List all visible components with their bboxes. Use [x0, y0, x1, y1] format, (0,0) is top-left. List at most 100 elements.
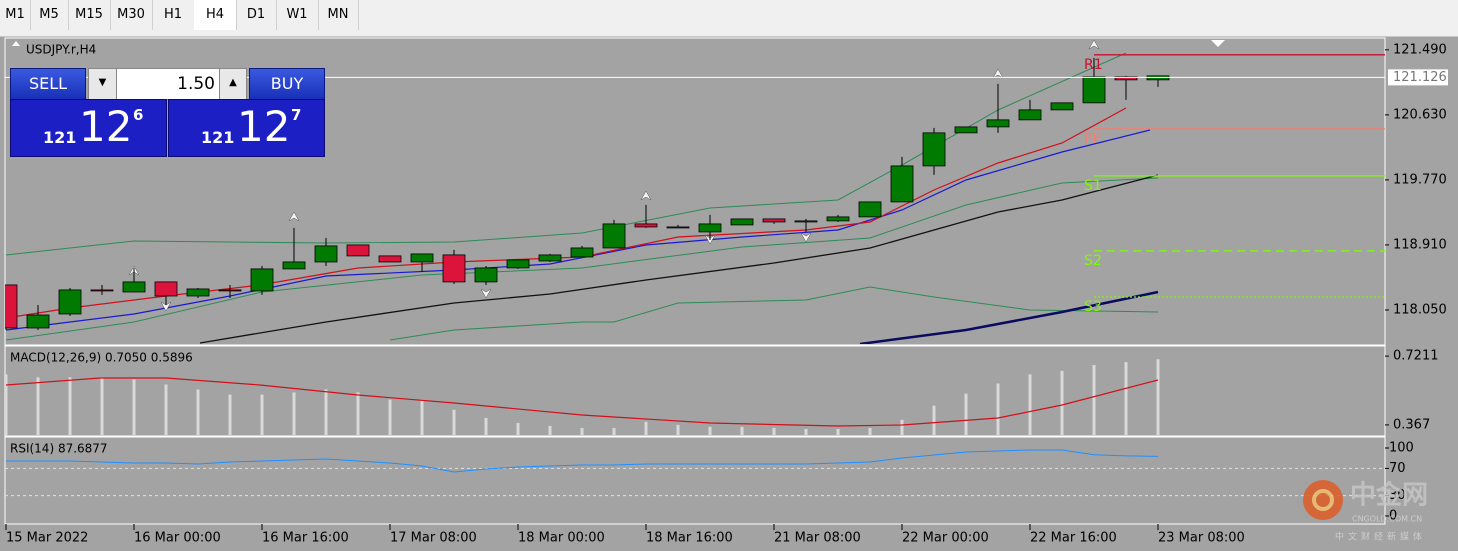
candle-body — [90, 289, 114, 292]
macd-bar — [324, 389, 328, 435]
macd-bar — [612, 428, 616, 435]
macd-bar — [1156, 359, 1160, 435]
macd-bar — [5, 374, 8, 435]
bid-small: 6 — [133, 106, 144, 124]
macd-bar — [36, 377, 40, 435]
y-tick-label: 100 — [1389, 441, 1414, 456]
macd-bar — [580, 428, 584, 435]
current-price-label: 121.126 — [1393, 70, 1447, 85]
current-price-box — [1388, 69, 1448, 86]
macd-histogram — [5, 359, 1160, 435]
y-tick-label: 0.367 — [1393, 417, 1430, 432]
x-tick-label: 18 Mar 00:00 — [518, 531, 605, 546]
macd-bar — [100, 377, 104, 435]
timeframe-button[interactable]: MN — [318, 0, 359, 30]
ask-quote[interactable]: 121 12 7 — [168, 99, 325, 157]
candle-body — [730, 218, 754, 226]
lot-decrease[interactable]: ▼ — [88, 68, 117, 100]
buy-button[interactable]: BUY — [249, 68, 325, 100]
candle-body — [986, 119, 1010, 128]
candle-body — [314, 245, 338, 263]
pivot-label: PP — [1084, 131, 1101, 147]
macd-bar — [420, 399, 424, 435]
macd-bar — [452, 409, 456, 435]
candle-body — [1114, 76, 1138, 81]
macd-bar — [196, 389, 200, 435]
macd-bar — [676, 424, 680, 435]
macd-bar — [484, 417, 488, 435]
ask-big: 121 — [201, 128, 235, 147]
candle-body — [602, 223, 626, 249]
candle-body — [698, 223, 722, 233]
timeframe-button[interactable]: W1 — [276, 0, 319, 30]
x-tick-label: 18 Mar 16:00 — [646, 531, 733, 546]
candle-body — [346, 244, 370, 257]
candle-body — [154, 281, 178, 297]
pivot-label: S2 — [1084, 253, 1102, 269]
lot-increase[interactable]: ▲ — [219, 68, 247, 100]
candle-body — [186, 288, 210, 297]
candle-body — [858, 201, 882, 218]
candle-body — [218, 289, 242, 292]
timeframe-button[interactable]: M5 — [30, 0, 69, 30]
candle-body — [538, 254, 562, 262]
watermark-tagline: 中文财经新媒体 — [1335, 531, 1426, 543]
pivot-label: R1 — [1084, 57, 1103, 73]
x-tick-label: 16 Mar 16:00 — [262, 531, 349, 546]
x-tick-label: 22 Mar 16:00 — [1030, 531, 1117, 546]
y-tick-label: 0 — [1389, 509, 1397, 524]
macd-bar — [1092, 365, 1096, 435]
slow-ma — [199, 174, 1159, 344]
macd-bar — [740, 426, 744, 435]
timeframe-button[interactable]: D1 — [236, 0, 277, 30]
fractal-up — [640, 190, 652, 201]
macd-bar — [644, 421, 648, 435]
ask-mid: 12 — [237, 102, 291, 151]
macd-bar — [132, 379, 136, 435]
fractal-up — [288, 211, 300, 222]
macd-bar — [68, 377, 72, 435]
bid-big: 121 — [43, 128, 77, 147]
chart-menu-arrow[interactable] — [12, 41, 20, 46]
x-tick-label: 17 Mar 08:00 — [390, 531, 477, 546]
macd-bar — [804, 428, 808, 435]
watermark-logo — [1312, 489, 1334, 511]
candle-body — [1050, 102, 1074, 111]
macd-bar — [964, 393, 968, 435]
timeframe-button[interactable]: M30 — [110, 0, 153, 30]
pivot-label: S3 — [1084, 299, 1102, 315]
chart-symbol: USDJPY.r,H4 — [26, 43, 96, 57]
macd-title: MACD(12,26,9) 0.7050 0.5896 — [10, 351, 193, 365]
watermark-logo — [1303, 480, 1343, 520]
trend-ma — [859, 290, 1159, 344]
bollinger-mid — [5, 177, 1159, 341]
y-tick-label: 120.630 — [1393, 107, 1447, 122]
candle-body — [922, 132, 946, 167]
macd-bar — [1028, 374, 1032, 435]
macd-bar — [260, 394, 264, 435]
y-tick-label: 118.910 — [1393, 237, 1447, 252]
sell-button[interactable]: SELL — [10, 68, 86, 100]
candle-body — [826, 216, 850, 222]
macd-bar — [996, 383, 1000, 435]
candle-body — [666, 226, 690, 229]
candle-body — [762, 218, 786, 223]
bid-quote[interactable]: 121 12 6 — [10, 99, 167, 157]
candle-body — [794, 220, 818, 223]
timeframe-button[interactable]: M1 — [0, 0, 31, 30]
watermark-name: 中金网 — [1350, 480, 1428, 511]
y-tick-label: 118.050 — [1393, 302, 1447, 317]
lot-input[interactable]: 1.50 — [116, 68, 220, 100]
timeframe-button[interactable]: M15 — [68, 0, 111, 30]
candle-body — [1082, 76, 1106, 104]
rsi-title: RSI(14) 87.6877 — [10, 442, 108, 456]
candle-body — [378, 255, 402, 263]
candle-body — [442, 254, 466, 283]
candle-body — [1018, 109, 1042, 121]
candle-body — [122, 281, 146, 293]
timeframe-button[interactable]: H4 — [194, 0, 237, 30]
macd-signal — [5, 377, 1159, 427]
macd-bar — [516, 422, 520, 435]
y-tick-label: 0.7211 — [1393, 349, 1439, 364]
y-tick-label: 119.770 — [1393, 172, 1447, 187]
